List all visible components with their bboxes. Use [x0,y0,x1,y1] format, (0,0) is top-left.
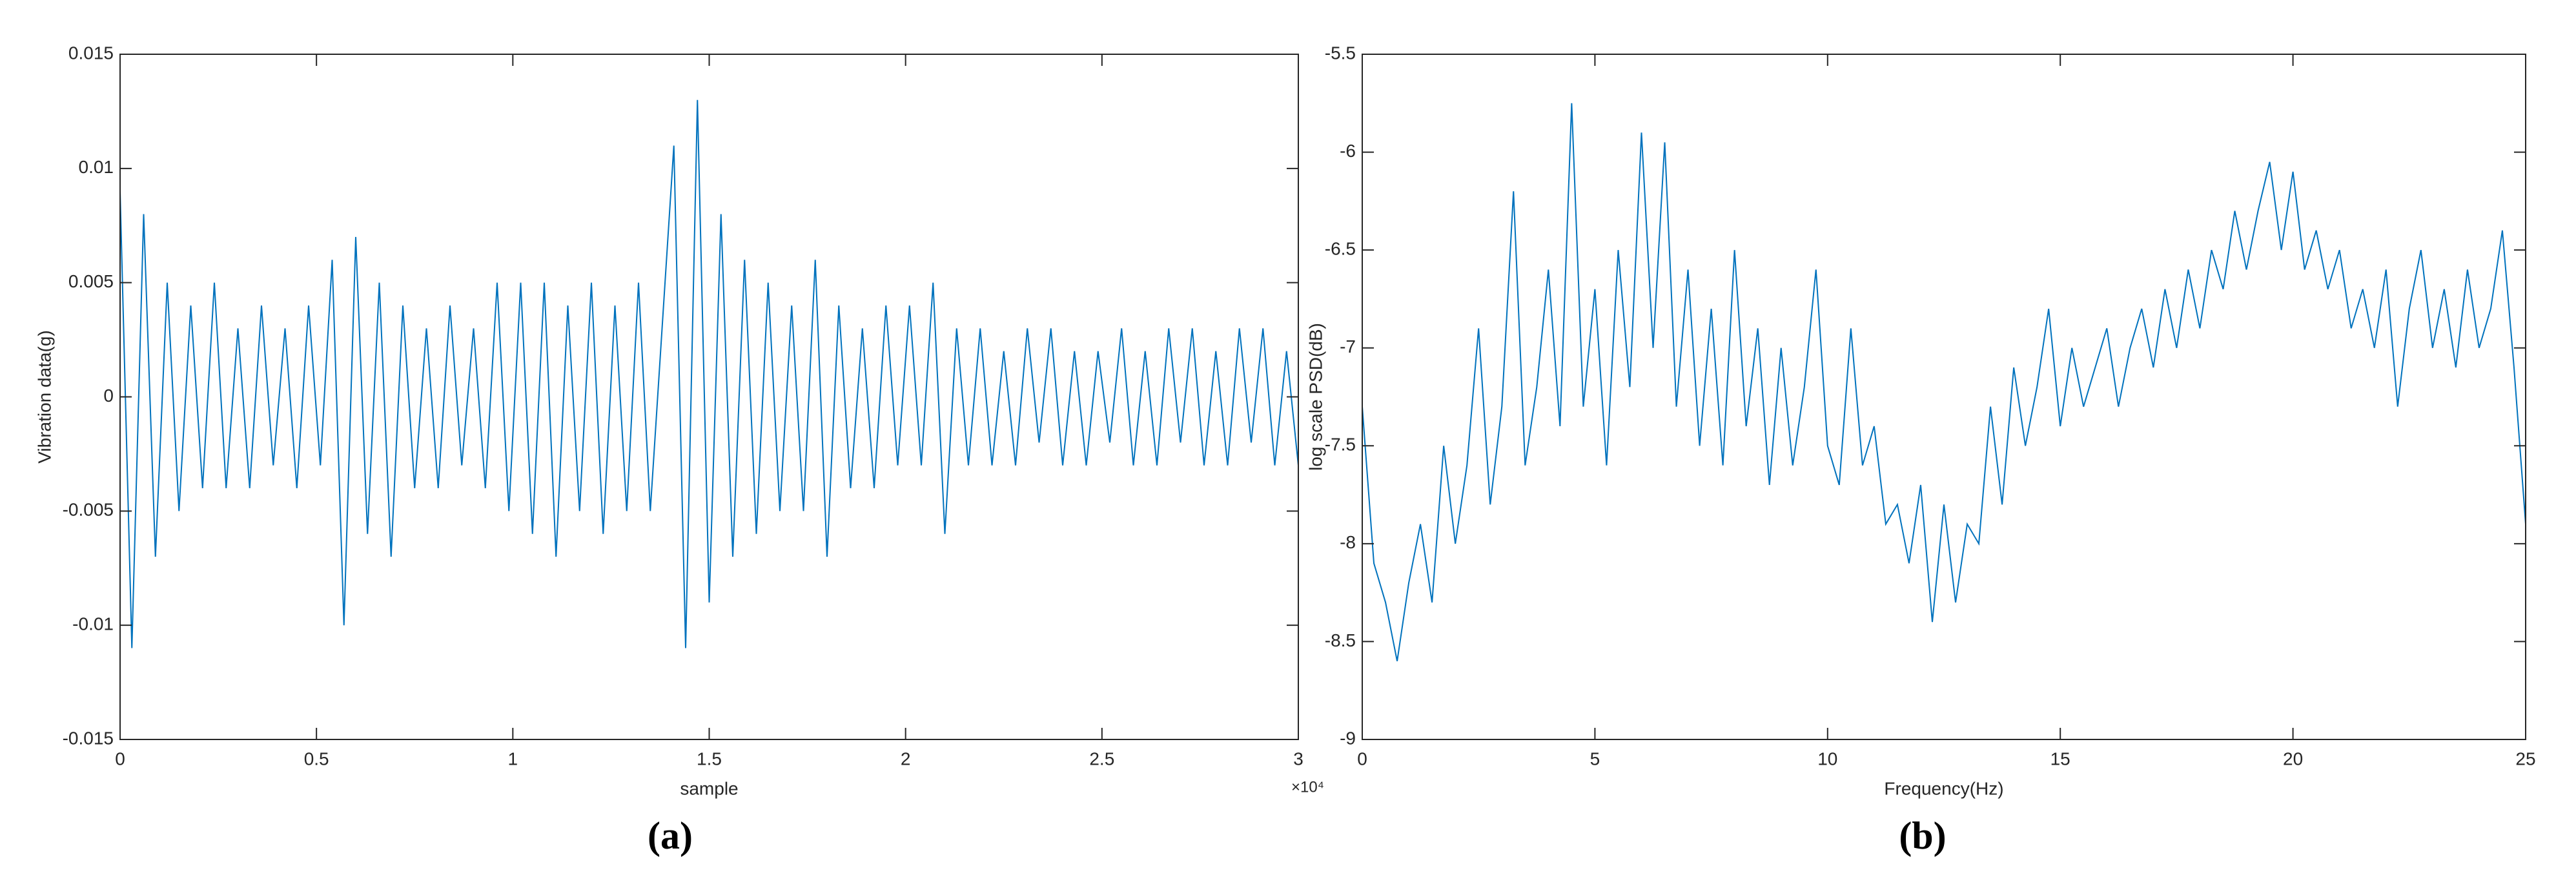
axes-box [119,54,1299,740]
y-tick-label: -0.01 [72,614,114,634]
x-tick-label: 10 [1817,749,1837,769]
axes-box [1362,54,2526,740]
x-axis-label: Frequency(Hz) [1884,778,2003,798]
y-tick-label: 0.015 [68,43,114,63]
x-tick-label: 15 [2050,749,2070,769]
x-multiplier: ×10⁴ [1291,778,1324,796]
y-tick-label: 0.005 [68,271,114,291]
y-tick-label: -0.015 [63,728,114,748]
y-tick-label: -6.5 [1325,239,1356,259]
signal-line [119,99,1299,648]
x-tick-label: 1.5 [697,749,722,769]
y-tick-label: 0.01 [79,157,114,177]
signal-line [1362,103,2526,661]
y-axis-label: Vibration data(g) [34,330,54,464]
x-tick-label: 0 [115,749,125,769]
x-tick-label: 2.5 [1089,749,1114,769]
subplot-caption: (a) [648,814,693,857]
subplot-caption: (b) [1899,814,1946,857]
y-tick-label: -6 [1340,141,1356,161]
x-tick-label: 1 [508,749,518,769]
y-tick-label: -8.5 [1325,630,1356,650]
x-tick-label: 2 [901,749,911,769]
y-tick-label: -7.5 [1325,435,1356,455]
x-tick-label: 0 [1357,749,1367,769]
y-tick-label: -5.5 [1325,43,1356,63]
y-tick-label: -0.005 [63,500,114,520]
y-tick-label: 0 [103,386,114,406]
y-axis-label: log scale PSD(dB) [1305,323,1325,471]
y-tick-label: -9 [1340,728,1356,748]
y-tick-label: -7 [1340,336,1356,356]
x-tick-label: 0.5 [304,749,329,769]
x-tick-label: 20 [2283,749,2303,769]
x-tick-label: 3 [1293,749,1303,769]
x-tick-label: 25 [2515,749,2535,769]
x-tick-label: 5 [1590,749,1600,769]
x-axis-label: sample [680,778,738,798]
y-tick-label: -8 [1340,532,1356,552]
